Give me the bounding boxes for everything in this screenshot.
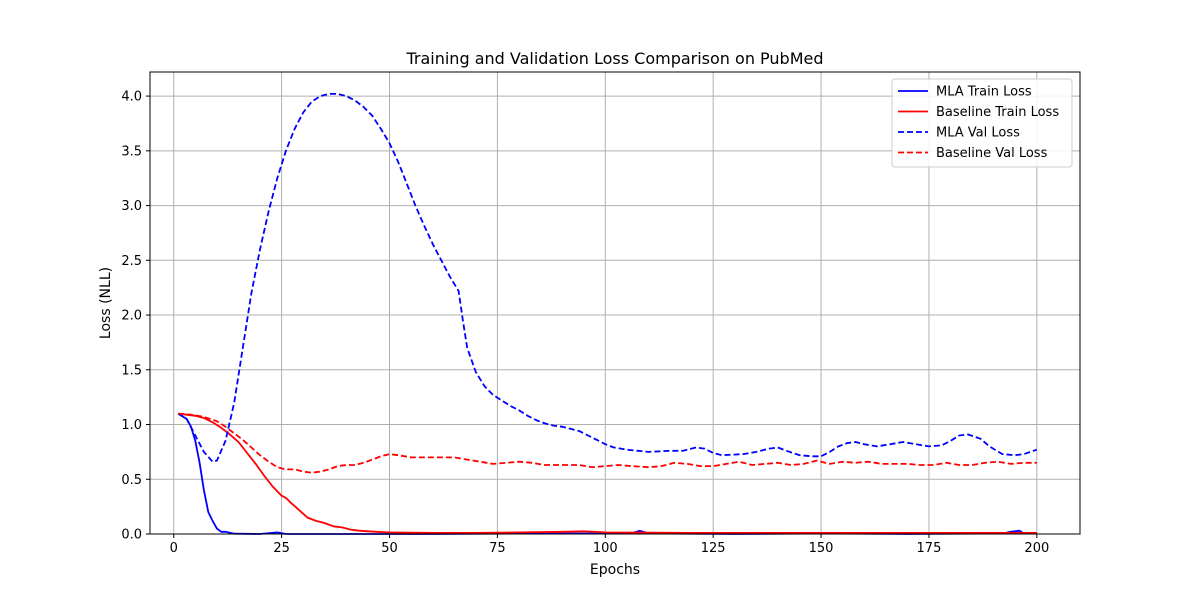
y-axis-label: Loss (NLL) [98,267,114,339]
series-line-4 [178,412,1037,474]
legend-box [891,78,1073,168]
x-tick-label: 150 [809,541,834,556]
y-tick-label: 1.5 [121,363,142,378]
y-tick-label: 0.5 [121,473,142,488]
legend-label-3: MLA Val Loss [936,126,1020,141]
y-tick-label: 0.0 [121,528,142,543]
x-tick-label: 25 [273,541,290,556]
series-line-3 [177,93,1038,463]
x-tick-label: 175 [917,541,942,556]
x-tick-label: 125 [701,541,726,556]
y-tick-label: 2.5 [121,254,142,269]
grid [150,72,1080,535]
legend: MLA Train Loss Baseline Train Loss MLA Val… [891,78,1073,168]
y-axis: 0.0 0.5 1.0 1.5 2.0 2.5 3.0 3.5 4.0 [121,90,150,543]
x-axis: 0 25 50 75 100 125 150 175 200 [170,534,1049,556]
x-tick-label: 100 [593,541,618,556]
y-tick-label: 2.0 [121,309,142,324]
x-axis-label: Epochs [590,562,640,578]
chart-title: Training and Validation Loss Comparison … [405,49,823,68]
legend-label-1: MLA Train Loss [936,85,1032,100]
legend-label-2: Baseline Train Loss [936,105,1059,120]
x-tick-label: 200 [1024,541,1049,556]
plot-frame [149,71,1081,535]
series-line-2 [177,412,1037,534]
y-tick-label: 3.5 [121,144,142,159]
y-tick-label: 4.0 [121,90,142,105]
legend-label-4: Baseline Val Loss [936,146,1048,161]
x-tick-label: 50 [381,541,398,556]
y-tick-label: 3.0 [121,199,142,214]
y-tick-label: 1.0 [121,418,142,433]
x-tick-label: 75 [489,541,506,556]
x-tick-label: 0 [170,541,178,556]
